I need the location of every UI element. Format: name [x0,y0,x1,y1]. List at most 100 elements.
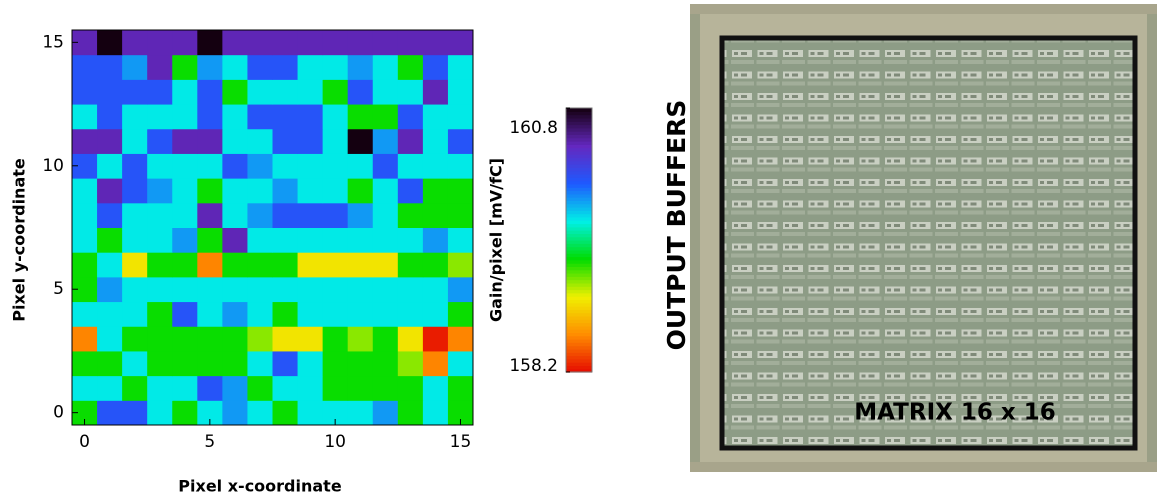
heatmap-cell [422,30,449,56]
heatmap-cell [72,79,98,105]
heatmap-cell [322,30,349,56]
heatmap-cell [297,252,324,278]
heatmap-cell [197,252,223,278]
colorbar-segment [566,193,592,198]
heatmap-cell [322,104,349,130]
heatmap-cell [72,350,98,377]
heatmap-cell [247,252,273,278]
heatmap-cell [347,153,374,179]
heatmap-cell [372,375,399,401]
heatmap-cell [147,301,173,327]
heatmap-cell [347,350,374,377]
heatmap-cell [122,400,148,426]
colorbar-segment [566,127,592,132]
heatmap-cell [97,252,123,278]
colorbar-segment [566,213,592,218]
heatmap-cell [372,153,399,179]
colorbar-segment [566,137,592,142]
heatmap-cell [122,301,148,327]
heatmap-cell [122,128,148,154]
heatmap-cell [322,202,349,228]
heatmap-cell [172,30,198,56]
heatmap-cell [422,375,449,401]
heatmap-cell [447,252,474,278]
heatmap-cell [372,252,399,278]
heatmap-cell [222,326,248,352]
heatmap-cell [297,227,324,253]
heatmap-cell [347,54,374,80]
heatmap-cell [147,375,173,401]
heatmap-cell [322,79,349,105]
colorbar-segment [566,282,592,287]
heatmap-cell [297,276,324,303]
heatmap-cell [247,30,273,56]
heatmap-cell [272,375,299,401]
heatmap-cell [97,54,123,80]
heatmap-cell [397,128,424,154]
plot-frame [71,29,474,426]
heatmap-cell [422,400,449,426]
heatmap-cell [197,128,223,154]
colorbar-segment [566,230,592,234]
heatmap-cell [422,153,449,179]
heatmap-cell [147,400,173,426]
heatmap-cell [122,227,148,253]
heatmap-cell [247,202,273,228]
heatmap-cell [372,30,399,56]
heatmap-cell [247,54,273,80]
heatmap-cell [422,227,449,253]
heatmap-cell [347,202,374,228]
heatmap-cell [447,350,474,377]
colorbar-segment [566,322,592,327]
colorbar-segment [566,216,592,221]
heatmap-cell [272,400,299,426]
heatmap-cell [97,202,123,228]
heatmap-cell [247,375,273,401]
heatmap-cell [372,350,399,377]
heatmap-cell [197,30,223,56]
heatmap-cell [97,227,123,253]
colorbar-segment [566,111,592,116]
heatmap-cell [172,104,198,130]
heatmap-cell [422,178,449,204]
heatmap-cell [247,301,273,327]
heatmap-cell [447,153,474,179]
x-tick-label: 0 [79,432,90,452]
heatmap-cell [397,375,424,401]
heatmap-cell [297,350,324,377]
colorbar-segment [566,223,592,228]
heatmap-cell [297,153,324,179]
y-tick-label: 5 [53,279,64,299]
heatmap-cell [397,400,424,426]
heatmap-cell [97,128,123,154]
heatmap-cell [97,30,123,56]
heatmap-cell [197,153,223,179]
heatmap-cell [122,252,148,278]
colorbar-segment [566,121,592,126]
heatmap-cell [322,276,349,303]
y-tick-label: 10 [42,156,64,176]
heatmap-cell [347,400,374,426]
heatmap-cell [72,128,98,154]
heatmap-cell [197,326,223,352]
heatmap-cell [247,276,273,303]
heatmap-cell [347,276,374,303]
heatmap-cell [197,375,223,401]
heatmap-cell [222,202,248,228]
colorbar-segment [566,273,592,277]
heatmap-cell [72,301,98,327]
y-tick-label: 0 [53,403,64,423]
heatmap-cell [347,79,374,105]
heatmap-cell [372,227,399,253]
heatmap-cell [272,79,299,105]
heatmap-cell [247,400,273,426]
heatmap-cell [197,178,223,204]
heatmap-cell [322,54,349,80]
colorbar-segment [566,154,592,159]
heatmap-cell [197,54,223,80]
colorbar-segment [566,335,592,340]
heatmap-cell [122,375,148,401]
heatmap-cell [322,227,349,253]
heatmap-cell [172,326,198,352]
